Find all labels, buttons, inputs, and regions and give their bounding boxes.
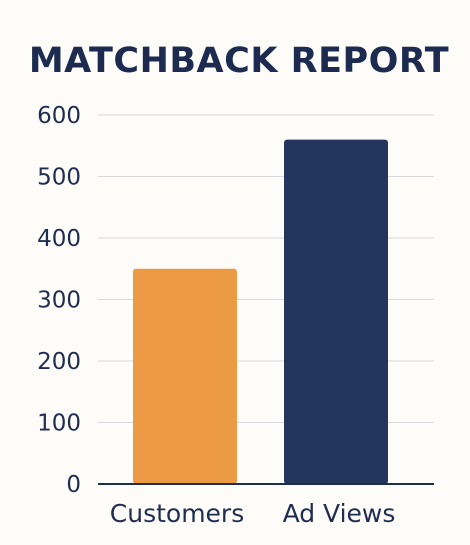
x-category-label: Ad Views xyxy=(283,499,396,528)
bars xyxy=(133,139,388,484)
x-axis-categories: Customers Ad Views xyxy=(110,499,396,528)
y-tick-label: 300 xyxy=(37,288,81,314)
y-tick-label: 600 xyxy=(37,103,81,129)
y-axis-ticks: 0 100 200 300 400 500 600 xyxy=(37,103,81,498)
chart-title: MATCHBACK REPORT xyxy=(29,41,449,81)
bar-ad-views xyxy=(284,139,388,484)
bar-customers xyxy=(133,268,237,484)
x-category-label: Customers xyxy=(110,499,244,528)
y-tick-label: 100 xyxy=(37,411,81,437)
y-tick-label: 500 xyxy=(37,165,81,191)
y-tick-label: 200 xyxy=(37,349,81,375)
y-tick-label: 0 xyxy=(66,472,81,498)
y-tick-label: 400 xyxy=(37,226,81,252)
